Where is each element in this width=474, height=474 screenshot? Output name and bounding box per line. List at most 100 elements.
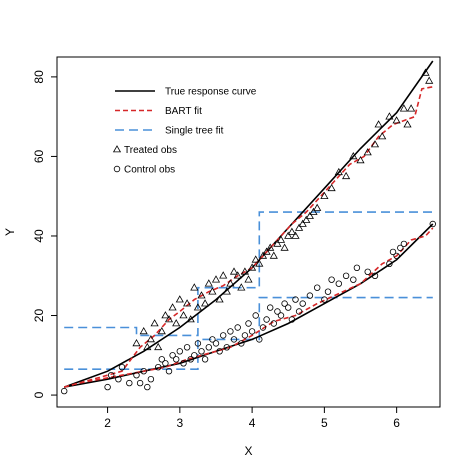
control-point — [252, 312, 259, 319]
control-point — [219, 332, 227, 339]
x-tick-label: 3 — [177, 416, 184, 430]
control-point — [158, 356, 165, 363]
treated-point — [222, 287, 231, 295]
treated-point — [215, 295, 224, 303]
legend-circle-marker — [113, 165, 121, 173]
treated-point — [248, 263, 257, 271]
treated-point — [255, 259, 264, 267]
legend-triangle-marker — [112, 145, 122, 153]
control-point — [321, 296, 328, 303]
control-point — [259, 324, 267, 331]
single-tree-fit-control — [64, 296, 433, 370]
control-point — [140, 368, 147, 375]
control-point — [299, 300, 306, 307]
treated-point — [320, 191, 329, 200]
treated-point — [302, 215, 311, 223]
treated-point — [407, 104, 416, 112]
control-point — [400, 240, 408, 248]
y-tick-label: 80 — [32, 70, 46, 84]
legend: True response curve BART fit Single tree f… — [112, 87, 257, 176]
control-point — [386, 260, 393, 267]
treated-point — [172, 319, 181, 327]
control-point — [314, 284, 321, 291]
control-point — [212, 340, 220, 347]
control-point — [187, 356, 194, 363]
control-point — [397, 244, 404, 252]
treated-point — [425, 76, 434, 84]
legend-item: Treated obs — [112, 145, 177, 156]
legend-label: Control obs — [124, 165, 175, 176]
treated-point — [201, 299, 210, 307]
treated-point — [385, 112, 394, 120]
treated-point — [295, 223, 304, 231]
treated-point — [157, 326, 166, 335]
control-point — [176, 348, 183, 355]
control-point — [194, 340, 202, 347]
treated-point — [269, 251, 278, 259]
treated-point — [356, 155, 365, 164]
treated-point — [392, 116, 401, 124]
x-tick-label: 6 — [393, 416, 400, 430]
treated-point — [298, 219, 307, 227]
control-point — [198, 348, 205, 355]
control-point — [277, 312, 285, 319]
treated-point — [146, 334, 155, 343]
control-point — [201, 356, 209, 363]
x-tick-label: 4 — [249, 416, 256, 430]
treated-point — [287, 227, 296, 235]
plot-frame — [56, 56, 441, 408]
legend-item: True response curve — [115, 87, 257, 98]
treated-point — [273, 239, 282, 247]
control-point — [393, 252, 400, 260]
treated-point — [244, 275, 253, 283]
treated-point — [237, 283, 246, 291]
control-point — [389, 248, 397, 256]
treated-point — [226, 279, 235, 287]
control-point — [223, 344, 230, 351]
treated-point — [403, 120, 412, 128]
control-point — [281, 300, 288, 307]
treated-point — [251, 255, 260, 263]
legend-label: True response curve — [165, 87, 257, 98]
control-point — [104, 383, 111, 391]
control-point — [180, 360, 187, 367]
control-point — [353, 264, 361, 271]
control-point — [350, 276, 357, 283]
single-tree-fit-treated — [64, 211, 433, 337]
treated-point — [327, 183, 336, 192]
treated-point — [229, 267, 239, 275]
treated-point — [349, 151, 358, 160]
treated-point — [233, 271, 242, 279]
treated-point — [313, 203, 322, 211]
control-point — [292, 296, 299, 303]
control-point — [295, 308, 303, 315]
legend-label: BART fit — [165, 106, 202, 117]
treated-point — [342, 171, 351, 180]
control-point — [270, 320, 277, 327]
control-point — [241, 332, 249, 339]
treated-point — [262, 247, 271, 255]
y-axis-label: Y — [3, 228, 17, 236]
control-point — [60, 387, 68, 395]
control-point — [183, 344, 191, 351]
control-point — [205, 344, 212, 351]
treated-point — [211, 275, 221, 283]
control-point — [230, 336, 238, 343]
control-point — [429, 220, 436, 228]
treated-point — [150, 319, 159, 327]
control-point — [227, 328, 234, 335]
control-point — [267, 304, 274, 311]
treated-point — [190, 283, 199, 291]
treated-point — [193, 303, 202, 311]
treated-point — [208, 287, 217, 295]
treated-point — [370, 140, 380, 148]
treated-point — [139, 326, 148, 335]
control-point — [209, 336, 216, 343]
control-point — [162, 360, 169, 367]
control-point — [136, 379, 144, 387]
control-point — [364, 268, 371, 275]
treated-point — [132, 338, 141, 347]
